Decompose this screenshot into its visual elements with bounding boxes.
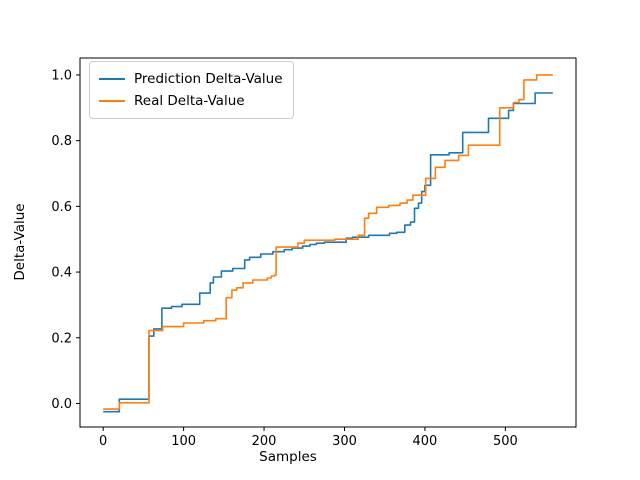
y-axis-title: Delta-Value	[12, 203, 28, 281]
y-tick-label: 1.0	[51, 68, 72, 83]
legend-line-real-icon	[99, 100, 125, 102]
legend-item-prediction: Prediction Delta-Value	[99, 68, 283, 90]
legend-item-real: Real Delta-Value	[99, 90, 283, 112]
x-tick-label: 200	[252, 434, 277, 449]
axes-spines	[79, 57, 577, 428]
series-line-1	[103, 74, 553, 410]
legend-line-prediction-icon	[99, 78, 125, 80]
y-tick-label: 0.0	[51, 397, 72, 412]
y-tick-label: 0.6	[51, 200, 72, 215]
y-tick-label: 0.2	[51, 331, 72, 346]
x-tick-label: 500	[493, 434, 518, 449]
legend: Prediction Delta-Value Real Delta-Value	[89, 61, 294, 119]
x-tick-label: 300	[332, 434, 357, 449]
legend-label-real: Real Delta-Value	[134, 93, 245, 109]
legend-label-prediction: Prediction Delta-Value	[134, 71, 283, 87]
y-tick-label: 0.8	[51, 134, 72, 149]
x-tick-label: 100	[171, 434, 196, 449]
series-line-0	[103, 92, 553, 413]
x-tick-label: 400	[413, 434, 438, 449]
y-tick-label: 0.4	[51, 266, 72, 281]
x-tick-label: 0	[99, 434, 107, 449]
x-axis-title: Samples	[259, 449, 317, 465]
